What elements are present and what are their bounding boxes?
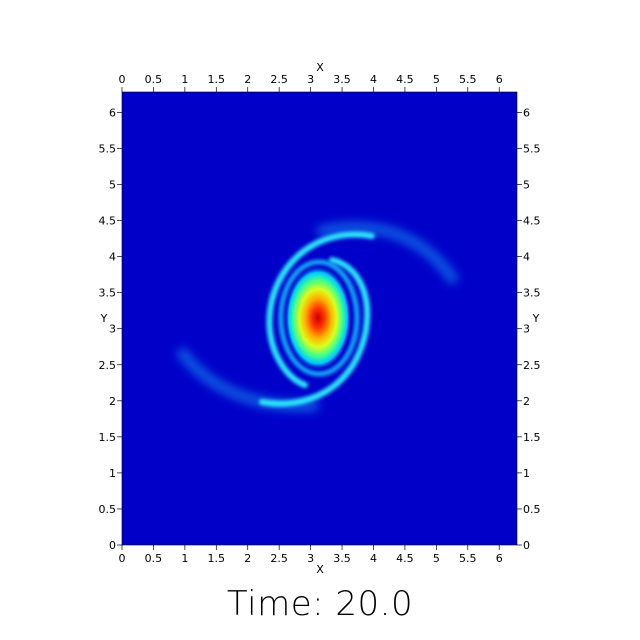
upper-tail [316, 222, 460, 285]
x-tick-label-bottom: 1 [181, 552, 188, 565]
y-tick-label-right: 4.5 [523, 215, 541, 228]
y-tick-label-left: 5.5 [99, 142, 117, 155]
y-axis-label-right: Y [532, 312, 540, 325]
y-tick-label-left: 1.5 [99, 431, 117, 444]
y-tick-label-right: 0 [523, 539, 530, 552]
y-tick-label-left: 2.5 [99, 359, 117, 372]
outer-arm-top [266, 231, 375, 388]
x-tick-label-bottom: 2.5 [270, 552, 288, 565]
x-tick-label-top: 0.5 [145, 73, 163, 86]
x-tick-label-top: 1.5 [208, 73, 226, 86]
x-axis-label-top: X [316, 61, 324, 74]
y-tick-label-right: 3.5 [523, 287, 541, 300]
vortex-core [284, 265, 352, 371]
y-tick-label-left: 0 [109, 539, 116, 552]
axes: 000.50.5111.51.5222.52.5333.53.5444.54.5… [99, 73, 541, 565]
x-tick-label-bottom: 5 [433, 552, 440, 565]
y-tick-label-left: 4.5 [99, 215, 117, 228]
y-tick-label-right: 5.5 [523, 142, 541, 155]
y-tick-label-right: 1.5 [523, 431, 541, 444]
x-tick-label-top: 5.5 [459, 73, 477, 86]
x-tick-label-bottom: 5.5 [459, 552, 477, 565]
x-tick-label-top: 3 [307, 73, 314, 86]
y-tick-label-left: 3.5 [99, 287, 117, 300]
outer-arm-bottom [259, 257, 371, 407]
x-axis-label-bottom: X [316, 563, 324, 576]
x-tick-label-bottom: 4 [370, 552, 377, 565]
field-layer [175, 222, 460, 411]
plot-frame [121, 91, 518, 546]
y-tick-label-right: 1 [523, 467, 530, 480]
y-tick-label-right: 2 [523, 395, 530, 408]
x-tick-label-bottom: 1.5 [208, 552, 226, 565]
y-tick-label-left: 0.5 [99, 503, 117, 516]
x-tick-label-top: 2.5 [270, 73, 288, 86]
y-tick-label-right: 2.5 [523, 359, 541, 372]
y-axis-label-left: Y [100, 312, 108, 325]
x-tick-label-top: 2 [244, 73, 251, 86]
y-tick-label-left: 4 [109, 251, 116, 264]
x-tick-label-top: 3.5 [333, 73, 351, 86]
x-tick-label-bottom: 3.5 [333, 552, 351, 565]
y-tick-label-left: 1 [109, 467, 116, 480]
y-tick-label-right: 0.5 [523, 503, 541, 516]
x-tick-label-bottom: 3 [307, 552, 314, 565]
y-tick-label-right: 6 [523, 106, 530, 119]
x-tick-label-top: 1 [181, 73, 188, 86]
x-tick-label-bottom: 0.5 [145, 552, 163, 565]
inner-ring [278, 259, 360, 377]
x-tick-label-bottom: 2 [244, 552, 251, 565]
y-tick-label-right: 3 [523, 323, 530, 336]
x-tick-label-top: 5 [433, 73, 440, 86]
y-tick-label-left: 3 [109, 323, 116, 336]
x-tick-label-bottom: 6 [496, 552, 503, 565]
y-tick-label-right: 5 [523, 179, 530, 192]
x-tick-label-top: 0 [119, 73, 126, 86]
x-tick-label-top: 4.5 [396, 73, 414, 86]
x-tick-label-bottom: 0 [119, 552, 126, 565]
x-tick-label-top: 6 [496, 73, 503, 86]
x-tick-label-bottom: 4.5 [396, 552, 414, 565]
x-tick-label-top: 4 [370, 73, 377, 86]
time-caption: Time: 20.0 [226, 584, 414, 624]
lower-tail [175, 347, 319, 411]
y-tick-label-left: 6 [109, 106, 116, 119]
y-tick-label-right: 4 [523, 251, 530, 264]
y-tick-label-left: 5 [109, 179, 116, 192]
y-tick-label-left: 2 [109, 395, 116, 408]
